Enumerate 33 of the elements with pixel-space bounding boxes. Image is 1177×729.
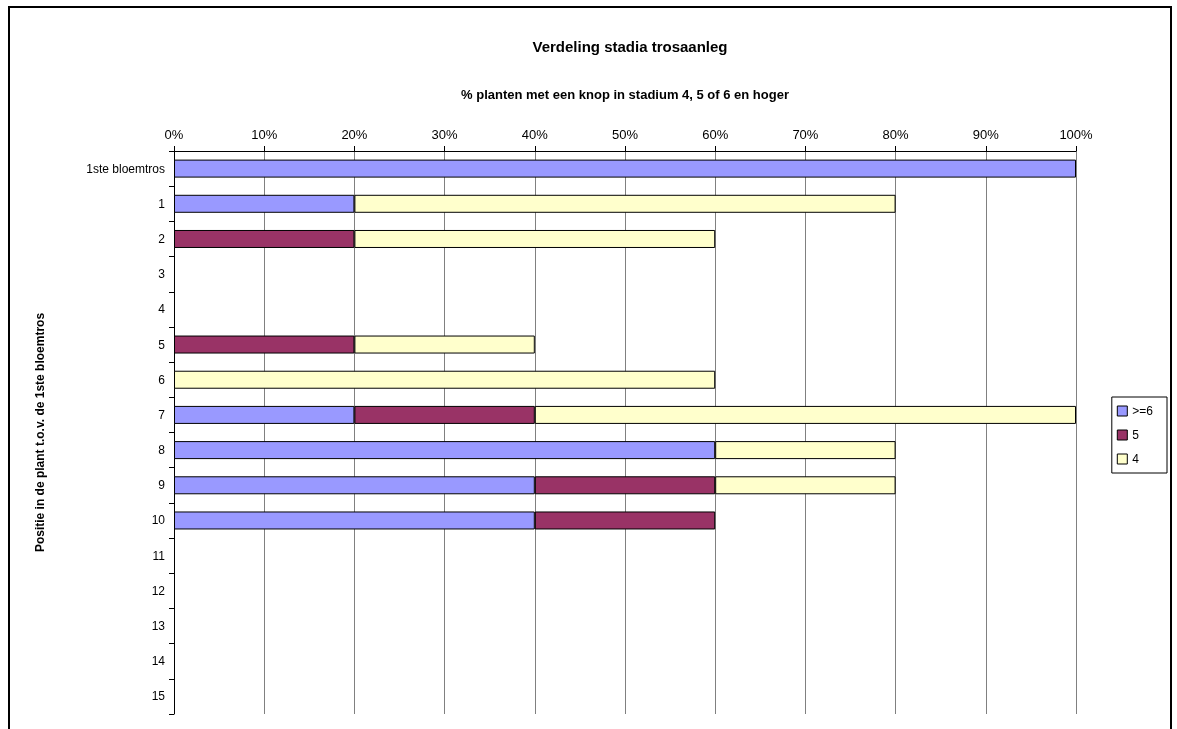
x-tick-label: 70% xyxy=(792,127,819,142)
y-tick-label: 13 xyxy=(151,619,166,634)
y-tick-label: 11 xyxy=(152,548,166,563)
x-tick-label: 100% xyxy=(1059,127,1094,142)
x-tick-label: 0% xyxy=(164,127,184,142)
y-tick-label: 8 xyxy=(158,443,166,458)
y-tick-label: 1 xyxy=(158,196,166,211)
y-tick-label: 9 xyxy=(158,478,166,493)
y-tick-label: 7 xyxy=(158,407,166,422)
x-axis-title: % planten met een knop in stadium 4, 5 of 6 en hoger xyxy=(461,87,789,102)
x-tick-label: 90% xyxy=(972,127,1000,142)
y-axis-title: Positie in de plant t.o.v. de 1ste bloemtros xyxy=(33,312,47,553)
y-tick-label: 15 xyxy=(151,689,166,704)
x-tick-label: 30% xyxy=(431,127,459,142)
x-tick-label: 80% xyxy=(882,127,910,142)
x-tick-label: 10% xyxy=(251,127,278,142)
y-tick-label: 14 xyxy=(151,654,166,669)
y-tick-label: 6 xyxy=(158,372,166,387)
y-tick-label: 5 xyxy=(158,337,166,352)
y-tick-label: 1ste bloemtros xyxy=(86,161,165,176)
legend-label: 4 xyxy=(1132,452,1140,466)
y-tick-label: 12 xyxy=(151,583,166,598)
y-tick-label: 3 xyxy=(158,267,166,282)
x-tick-label: 40% xyxy=(521,127,549,142)
x-tick-label: 50% xyxy=(611,127,639,142)
x-tick-label: 20% xyxy=(341,127,368,142)
chart-title: Verdeling stadia trosaanleg xyxy=(532,38,728,55)
y-tick-label: 10 xyxy=(151,513,166,528)
x-tick-label: 60% xyxy=(702,127,729,142)
y-tick-label: 4 xyxy=(158,302,166,317)
legend-label: >=6 xyxy=(1132,404,1154,418)
legend-label: 5 xyxy=(1132,428,1140,442)
y-tick-label: 2 xyxy=(158,231,166,246)
